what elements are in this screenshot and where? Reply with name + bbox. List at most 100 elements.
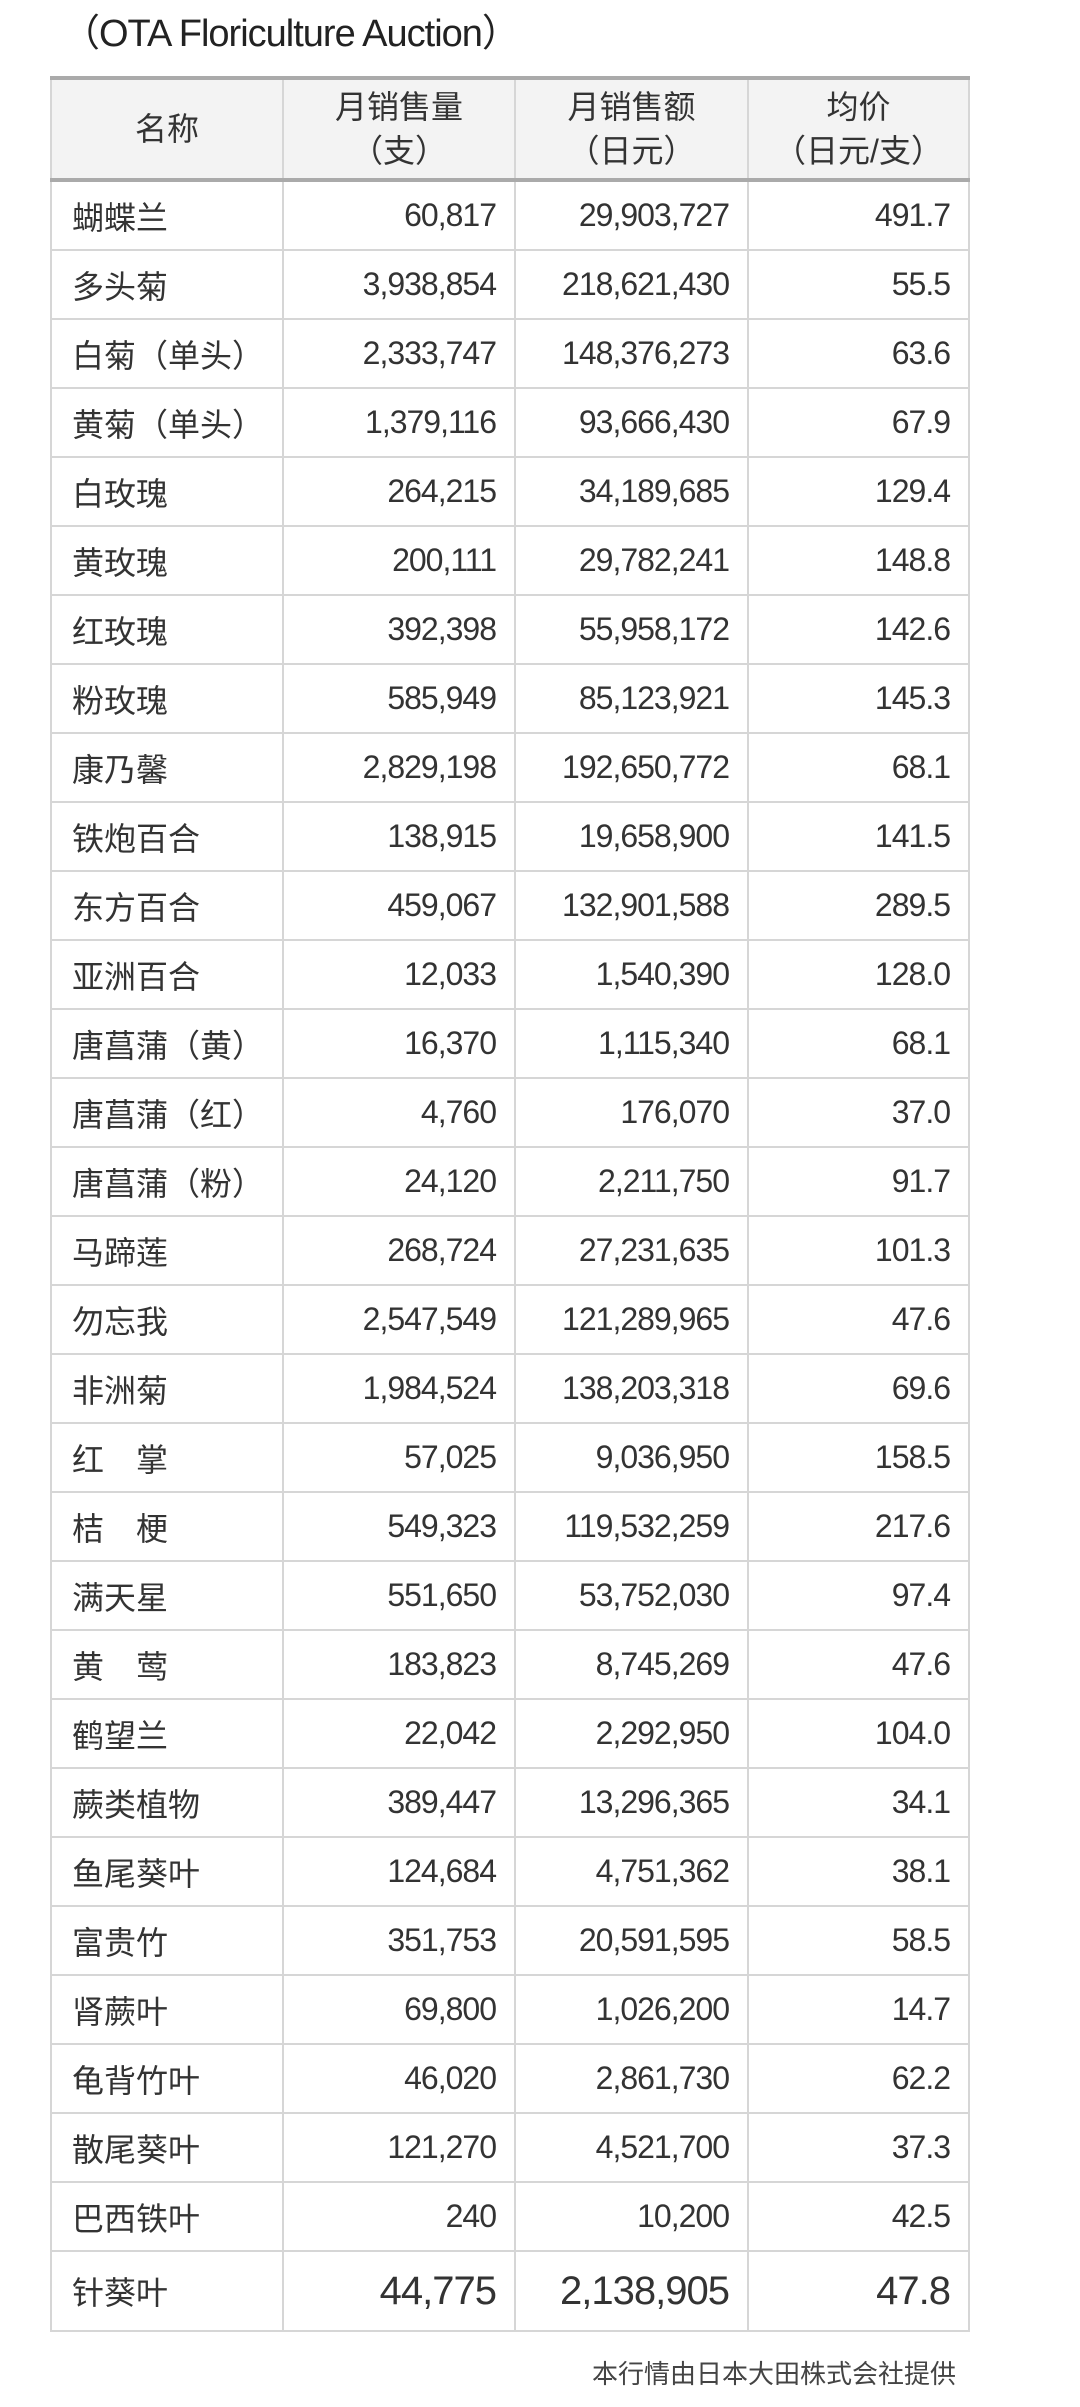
cell-name: 满天星 xyxy=(50,1560,284,1631)
cell-name: 肾蕨叶 xyxy=(50,1974,284,2045)
cell-average-price: 101.3 xyxy=(747,1215,970,1286)
cell-name: 多头菊 xyxy=(50,249,284,320)
cell-name: 龟背竹叶 xyxy=(50,2043,284,2114)
cell-name: 蕨类植物 xyxy=(50,1767,284,1838)
header-monthly-volume: 月销售量 （支） xyxy=(282,76,516,182)
cell-monthly-sales: 192,650,772 xyxy=(514,732,749,803)
cell-monthly-sales: 218,621,430 xyxy=(514,249,749,320)
cell-monthly-sales: 13,296,365 xyxy=(514,1767,749,1838)
table-row: 富贵竹 351,753 20,591,595 58.5 xyxy=(50,1905,970,1976)
cell-monthly-volume: 3,938,854 xyxy=(282,249,516,320)
cell-monthly-sales: 119,532,259 xyxy=(514,1491,749,1562)
cell-monthly-sales: 10,200 xyxy=(514,2181,749,2252)
auction-price-table: 名称 月销售量 （支） 月销售额 （日元） 均价 （日元/支） 蝴蝶兰 60,817 29… xyxy=(50,76,970,2332)
cell-average-price: 145.3 xyxy=(747,663,970,734)
table-row: 马蹄莲 268,724 27,231,635 101.3 xyxy=(50,1215,970,1286)
cell-average-price: 217.6 xyxy=(747,1491,970,1562)
cell-name: 红 掌 xyxy=(50,1422,284,1493)
cell-name: 巴西铁叶 xyxy=(50,2181,284,2252)
cell-monthly-volume: 264,215 xyxy=(282,456,516,527)
table-row: 针葵叶 44,775 2,138,905 47.8 xyxy=(50,2250,970,2332)
cell-name: 白玫瑰 xyxy=(50,456,284,527)
table-row: 勿忘我 2,547,549 121,289,965 47.6 xyxy=(50,1284,970,1355)
cell-name: 非洲菊 xyxy=(50,1353,284,1424)
cell-name: 东方百合 xyxy=(50,870,284,941)
cell-monthly-volume: 183,823 xyxy=(282,1629,516,1700)
cell-name: 鱼尾葵叶 xyxy=(50,1836,284,1907)
cell-average-price: 37.0 xyxy=(747,1077,970,1148)
table-row: 黄玫瑰 200,111 29,782,241 148.8 xyxy=(50,525,970,596)
header-sales-label: 月销售额 xyxy=(567,89,696,125)
cell-average-price: 158.5 xyxy=(747,1422,970,1493)
table-row: 桔 梗 549,323 119,532,259 217.6 xyxy=(50,1491,970,1562)
cell-name: 蝴蝶兰 xyxy=(50,179,284,251)
cell-monthly-volume: 1,379,116 xyxy=(282,387,516,458)
cell-monthly-volume: 138,915 xyxy=(282,801,516,872)
cell-average-price: 47.6 xyxy=(747,1629,970,1700)
cell-monthly-sales: 4,521,700 xyxy=(514,2112,749,2183)
cell-average-price: 69.6 xyxy=(747,1353,970,1424)
cell-monthly-sales: 132,901,588 xyxy=(514,870,749,941)
table-row: 鹤望兰 22,042 2,292,950 104.0 xyxy=(50,1698,970,1769)
cell-average-price: 68.1 xyxy=(747,1008,970,1079)
cell-monthly-volume: 240 xyxy=(282,2181,516,2252)
cell-monthly-sales: 29,782,241 xyxy=(514,525,749,596)
table-row: 红玫瑰 392,398 55,958,172 142.6 xyxy=(50,594,970,665)
cell-name: 粉玫瑰 xyxy=(50,663,284,734)
table-row: 亚洲百合 12,033 1,540,390 128.0 xyxy=(50,939,970,1010)
header-name: 名称 xyxy=(50,76,284,182)
cell-monthly-sales: 85,123,921 xyxy=(514,663,749,734)
table-row: 肾蕨叶 69,800 1,026,200 14.7 xyxy=(50,1974,970,2045)
table-row: 蕨类植物 389,447 13,296,365 34.1 xyxy=(50,1767,970,1838)
cell-monthly-volume: 551,650 xyxy=(282,1560,516,1631)
cell-name: 亚洲百合 xyxy=(50,939,284,1010)
cell-monthly-volume: 22,042 xyxy=(282,1698,516,1769)
table-row: 红 掌 57,025 9,036,950 158.5 xyxy=(50,1422,970,1493)
header-volume-unit: （支） xyxy=(350,133,447,169)
table-row: 满天星 551,650 53,752,030 97.4 xyxy=(50,1560,970,1631)
cell-monthly-volume: 1,984,524 xyxy=(282,1353,516,1424)
cell-monthly-sales: 55,958,172 xyxy=(514,594,749,665)
page-title: （OTA Floriculture Auction） xyxy=(62,13,520,55)
cell-monthly-volume: 4,760 xyxy=(282,1077,516,1148)
table-row: 非洲菊 1,984,524 138,203,318 69.6 xyxy=(50,1353,970,1424)
cell-monthly-volume: 2,829,198 xyxy=(282,732,516,803)
cell-average-price: 55.5 xyxy=(747,249,970,320)
cell-average-price: 62.2 xyxy=(747,2043,970,2114)
header-price-label: 均价 xyxy=(826,89,891,125)
cell-average-price: 491.7 xyxy=(747,179,970,251)
table-row: 鱼尾葵叶 124,684 4,751,362 38.1 xyxy=(50,1836,970,1907)
table-row: 散尾葵叶 121,270 4,521,700 37.3 xyxy=(50,2112,970,2183)
cell-monthly-sales: 1,115,340 xyxy=(514,1008,749,1079)
source-note: 本行情由日本大田株式会社提供 xyxy=(591,2359,956,2389)
table-row: 唐菖蒲（粉） 24,120 2,211,750 91.7 xyxy=(50,1146,970,1217)
cell-name: 富贵竹 xyxy=(50,1905,284,1976)
cell-monthly-sales: 1,540,390 xyxy=(514,939,749,1010)
cell-name: 鹤望兰 xyxy=(50,1698,284,1769)
cell-name: 散尾葵叶 xyxy=(50,2112,284,2183)
cell-monthly-sales: 2,138,905 xyxy=(514,2250,749,2332)
table-row: 黄菊（单头） 1,379,116 93,666,430 67.9 xyxy=(50,387,970,458)
cell-monthly-volume: 392,398 xyxy=(282,594,516,665)
cell-monthly-volume: 121,270 xyxy=(282,2112,516,2183)
cell-monthly-sales: 2,292,950 xyxy=(514,1698,749,1769)
cell-name: 勿忘我 xyxy=(50,1284,284,1355)
table-row: 龟背竹叶 46,020 2,861,730 62.2 xyxy=(50,2043,970,2114)
table-row: 唐菖蒲（黄） 16,370 1,115,340 68.1 xyxy=(50,1008,970,1079)
cell-average-price: 142.6 xyxy=(747,594,970,665)
cell-monthly-volume: 69,800 xyxy=(282,1974,516,2045)
cell-monthly-volume: 549,323 xyxy=(282,1491,516,1562)
cell-monthly-volume: 268,724 xyxy=(282,1215,516,1286)
cell-monthly-volume: 60,817 xyxy=(282,179,516,251)
header-monthly-sales: 月销售额 （日元） xyxy=(514,76,749,182)
cell-average-price: 128.0 xyxy=(747,939,970,1010)
cell-name: 白菊（单头） xyxy=(50,318,284,389)
cell-monthly-volume: 2,547,549 xyxy=(282,1284,516,1355)
cell-monthly-sales: 27,231,635 xyxy=(514,1215,749,1286)
cell-average-price: 14.7 xyxy=(747,1974,970,2045)
cell-monthly-sales: 2,211,750 xyxy=(514,1146,749,1217)
cell-monthly-volume: 351,753 xyxy=(282,1905,516,1976)
cell-monthly-sales: 148,376,273 xyxy=(514,318,749,389)
cell-monthly-volume: 389,447 xyxy=(282,1767,516,1838)
table-row: 黄 莺 183,823 8,745,269 47.6 xyxy=(50,1629,970,1700)
